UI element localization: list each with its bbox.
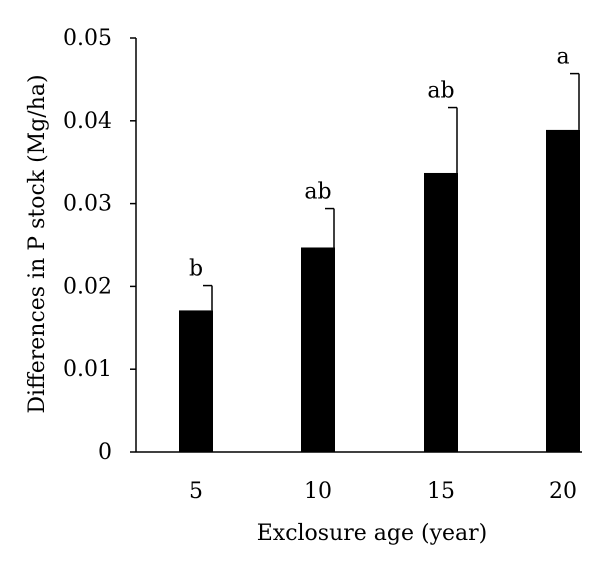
y-tick-label: 0.01 <box>63 357 112 382</box>
y-tick-label: 0.05 <box>63 26 112 51</box>
y-axis-title: Differences in P stock (Mg/ha) <box>25 74 50 413</box>
x-tick-label: 10 <box>304 479 332 504</box>
x-axis-title: Exclosure age (year) <box>257 521 488 546</box>
bar <box>424 172 458 453</box>
bar <box>179 310 213 452</box>
y-tick-label: 0.04 <box>63 109 112 134</box>
y-tick-label: 0.02 <box>63 274 112 299</box>
x-tick-label: 20 <box>549 479 577 504</box>
y-tick-label: 0 <box>98 440 112 465</box>
significance-label: a <box>556 45 569 70</box>
bar <box>546 129 580 452</box>
significance-label: ab <box>304 180 331 205</box>
x-tick-label: 5 <box>189 479 203 504</box>
significance-label: ab <box>427 79 454 104</box>
y-tick-label: 0.03 <box>63 192 112 217</box>
significance-label: b <box>189 257 203 282</box>
plot-area: 0 0.01 0.02 0.03 0.04 0.05 b 5 ab 10 ab 15 a 20 <box>63 26 582 504</box>
x-tick-label: 15 <box>427 479 455 504</box>
bar <box>301 247 335 452</box>
